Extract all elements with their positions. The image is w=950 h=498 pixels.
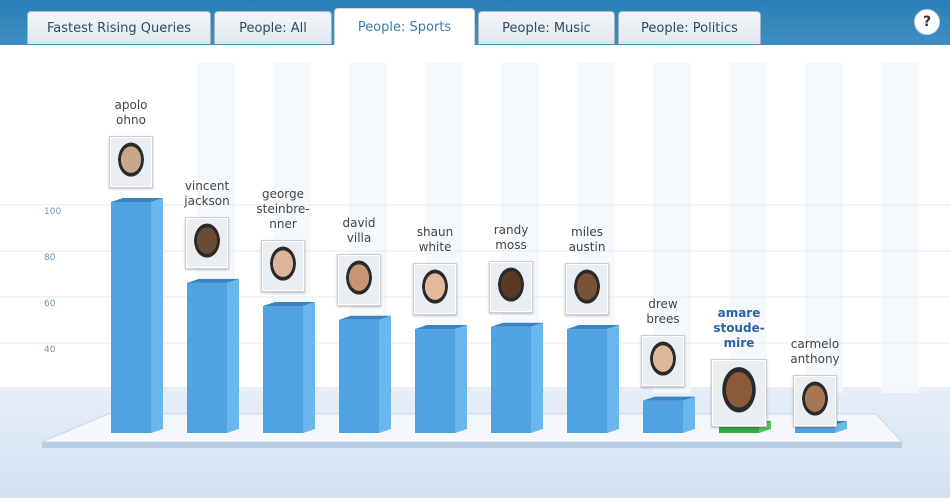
y-tick-label: 40 bbox=[44, 345, 56, 355]
bar-side bbox=[303, 301, 315, 433]
tab-people-politics[interactable]: People: Politics bbox=[618, 11, 761, 44]
platform-edge bbox=[42, 442, 902, 448]
bar-side bbox=[607, 325, 619, 433]
bar bbox=[491, 326, 531, 433]
chart-area: 100 80 60 40 apolo ohno vincent jackson george… bbox=[0, 45, 950, 498]
category-label[interactable]: amare stoude- mire bbox=[713, 306, 765, 350]
bar bbox=[415, 329, 455, 433]
category-label[interactable]: miles austin bbox=[568, 225, 606, 255]
photo-apolo-ohno-icon[interactable] bbox=[109, 136, 153, 188]
category-label[interactable]: randy moss bbox=[493, 222, 529, 252]
bar-top bbox=[415, 325, 467, 330]
portrait-image bbox=[415, 265, 455, 314]
bar bbox=[339, 319, 379, 433]
bar-top bbox=[567, 325, 619, 330]
bar-side bbox=[379, 315, 391, 433]
tab-people-all[interactable]: People: All bbox=[214, 11, 332, 44]
category-label[interactable]: drew brees bbox=[646, 296, 680, 326]
bar-side bbox=[151, 198, 163, 433]
bar-side bbox=[531, 322, 543, 433]
bar-top bbox=[187, 278, 239, 283]
photo-amare-stoudemire-icon[interactable] bbox=[711, 359, 767, 427]
bar bbox=[719, 425, 759, 433]
photo-vincent-jackson-icon[interactable] bbox=[185, 216, 229, 269]
photo-drew-brees-icon[interactable] bbox=[641, 334, 685, 387]
bar-side bbox=[455, 325, 467, 433]
photo-david-villa-icon[interactable] bbox=[337, 253, 381, 306]
photo-george-steinbrenner-icon[interactable] bbox=[261, 239, 305, 292]
bar bbox=[567, 329, 607, 433]
category-label[interactable]: carmelo anthony bbox=[790, 337, 840, 366]
bar bbox=[643, 400, 683, 433]
platform-top bbox=[41, 413, 904, 443]
bar-chart bbox=[0, 63, 950, 498]
portrait-image bbox=[491, 262, 531, 311]
portrait-image bbox=[795, 377, 835, 425]
bar bbox=[187, 282, 227, 433]
bar-side bbox=[227, 278, 239, 433]
bar bbox=[795, 425, 835, 433]
tab-fastest-rising-queries[interactable]: Fastest Rising Queries bbox=[27, 11, 211, 44]
bar-top bbox=[111, 198, 163, 202]
portrait-image bbox=[263, 241, 303, 290]
photo-miles-austin-icon[interactable] bbox=[565, 263, 609, 316]
y-tick-label: 80 bbox=[44, 253, 56, 263]
y-tick-label: 100 bbox=[44, 207, 62, 217]
portrait-image bbox=[567, 265, 607, 314]
bar bbox=[263, 305, 303, 433]
bar-top bbox=[263, 301, 315, 306]
portrait-image bbox=[187, 218, 227, 267]
photo-randy-moss-icon[interactable] bbox=[489, 260, 533, 313]
portrait-image bbox=[643, 336, 683, 385]
bar-top bbox=[643, 396, 695, 401]
bar-side bbox=[683, 396, 695, 433]
portrait-image bbox=[111, 138, 151, 186]
bar bbox=[111, 202, 151, 433]
y-tick-label: 60 bbox=[44, 299, 56, 309]
category-label[interactable]: george steinbre- nner bbox=[256, 186, 310, 231]
category-label[interactable]: vincent jackson bbox=[184, 178, 230, 208]
photo-carmelo-anthony-icon[interactable] bbox=[793, 375, 837, 427]
category-label[interactable]: david villa bbox=[342, 215, 376, 245]
category-label[interactable]: shaun white bbox=[416, 225, 454, 255]
tab-people-music[interactable]: People: Music bbox=[478, 11, 615, 44]
photo-shaun-white-icon[interactable] bbox=[413, 263, 457, 316]
column-background bbox=[881, 63, 919, 393]
help-button[interactable]: ? bbox=[914, 9, 940, 35]
column-background bbox=[729, 63, 767, 393]
column-background bbox=[805, 63, 843, 393]
portrait-image bbox=[339, 255, 379, 304]
category-label[interactable]: apolo ohno bbox=[114, 98, 148, 127]
bar-top bbox=[491, 322, 543, 327]
tab-people-sports[interactable]: People: Sports bbox=[334, 8, 475, 45]
portrait-image bbox=[713, 361, 765, 425]
bar-top bbox=[339, 315, 391, 320]
